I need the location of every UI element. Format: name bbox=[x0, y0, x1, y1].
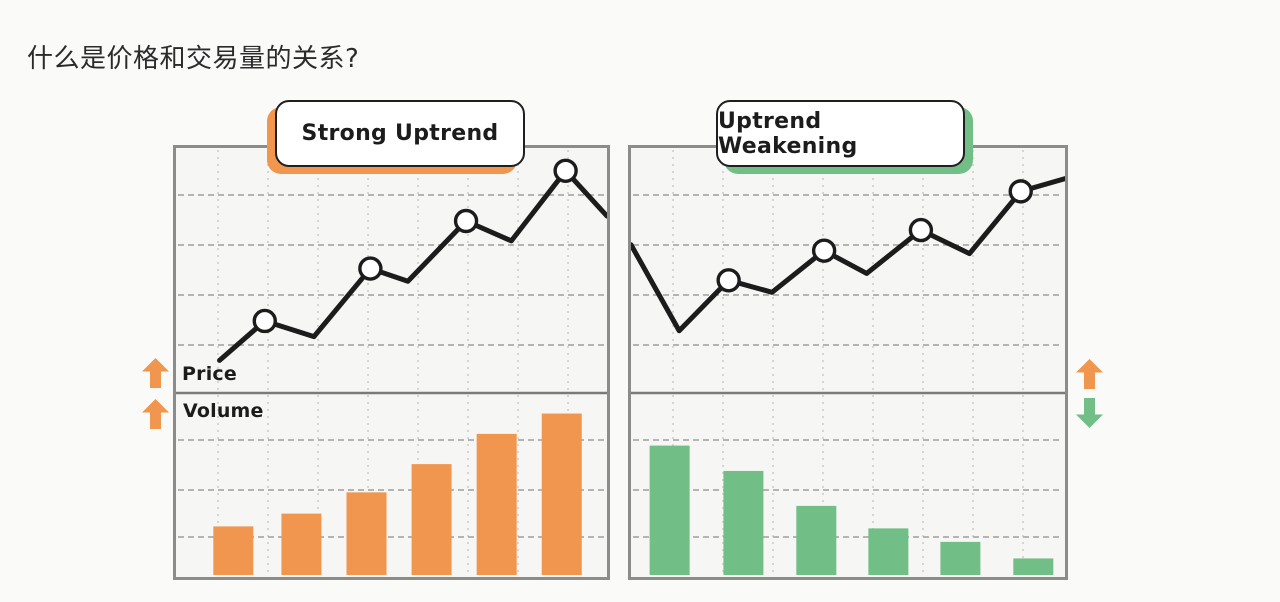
chart-title-strong-uptrend: Strong Uptrend bbox=[275, 100, 525, 167]
price-line bbox=[631, 176, 1065, 334]
chart-uptrend-weakening bbox=[631, 150, 1065, 575]
volume-up-arrow-icon bbox=[142, 399, 169, 429]
price-label: Price bbox=[182, 363, 237, 385]
price-marker bbox=[553, 158, 578, 183]
price-marker bbox=[252, 308, 277, 334]
panel-strong-uptrend bbox=[173, 145, 610, 580]
volume-bar bbox=[411, 464, 452, 575]
price-up-arrow-icon bbox=[1076, 359, 1103, 389]
volume-bar bbox=[796, 505, 837, 575]
volume-label: Volume bbox=[183, 400, 264, 422]
volume-bar bbox=[213, 526, 254, 575]
price-line bbox=[217, 168, 607, 363]
volume-bar bbox=[723, 470, 764, 575]
volume-bar bbox=[868, 528, 909, 575]
price-marker bbox=[908, 217, 934, 243]
volume-down-arrow-icon bbox=[1076, 398, 1103, 428]
price-marker bbox=[358, 256, 383, 281]
chart-title-label: Uptrend Weakening bbox=[718, 108, 858, 159]
volume-bar bbox=[649, 445, 690, 575]
price-marker bbox=[811, 238, 837, 263]
price-marker bbox=[453, 208, 479, 234]
volume-bar bbox=[281, 513, 322, 575]
volume-bar bbox=[1013, 558, 1054, 575]
page-title: 什么是价格和交易量的关系? bbox=[27, 44, 360, 74]
chart-title-uptrend-weakening: Uptrend Weakening bbox=[716, 100, 965, 167]
price-marker bbox=[1008, 179, 1033, 204]
chart-strong-uptrend bbox=[176, 150, 607, 575]
price-up-arrow-icon bbox=[142, 358, 169, 388]
volume-bar bbox=[541, 413, 582, 575]
chart-title-label: Strong Uptrend bbox=[301, 121, 499, 146]
price-marker bbox=[716, 268, 741, 293]
volume-bar bbox=[476, 433, 517, 575]
panel-uptrend-weakening bbox=[628, 145, 1068, 580]
volume-bar bbox=[346, 492, 387, 575]
volume-bar bbox=[940, 541, 981, 575]
